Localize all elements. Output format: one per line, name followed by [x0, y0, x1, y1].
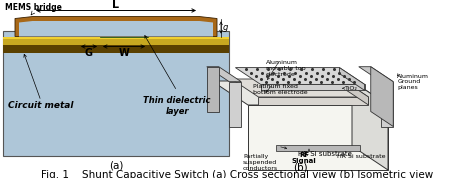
Text: L: L [112, 0, 119, 9]
Text: RF
Signal: RF Signal [292, 152, 316, 164]
Text: (a): (a) [109, 161, 123, 171]
Text: W: W [118, 48, 129, 59]
Polygon shape [339, 68, 365, 90]
Text: Thin dielectric
layer: Thin dielectric layer [143, 96, 211, 116]
Polygon shape [231, 79, 368, 97]
Text: TiO₂: TiO₂ [345, 86, 358, 91]
Polygon shape [229, 82, 241, 127]
Bar [100, 35, 148, 36]
Polygon shape [33, 17, 199, 20]
Text: MEMS bridge: MEMS bridge [5, 4, 62, 12]
Text: Partially
suspended
conductors: Partially suspended conductors [243, 154, 278, 171]
Polygon shape [207, 67, 241, 82]
Polygon shape [341, 79, 368, 105]
Polygon shape [381, 82, 393, 127]
Polygon shape [261, 84, 365, 90]
Text: Fig. 1    Shunt Capacitive Switch (a) Cross sectional view (b) Isometric view: Fig. 1 Shunt Capacitive Switch (a) Cross… [41, 170, 433, 178]
Polygon shape [19, 20, 213, 36]
Polygon shape [371, 67, 393, 127]
Polygon shape [15, 17, 217, 36]
Text: Circuit metal: Circuit metal [8, 101, 74, 111]
Text: HR Si substrate: HR Si substrate [337, 155, 385, 159]
Polygon shape [258, 97, 368, 105]
Polygon shape [207, 67, 219, 111]
Text: (b): (b) [292, 162, 307, 172]
Polygon shape [359, 67, 393, 82]
Polygon shape [248, 105, 388, 170]
Bar [3, 31, 229, 156]
Polygon shape [212, 81, 388, 105]
Bar [3, 45, 229, 53]
Text: Platinum fixed
bottom electrode: Platinum fixed bottom electrode [253, 84, 308, 95]
Polygon shape [352, 81, 388, 170]
Bar [100, 30, 148, 36]
Polygon shape [236, 68, 365, 84]
Text: HR Si substrate: HR Si substrate [298, 151, 352, 157]
Text: G: G [85, 48, 93, 59]
Text: Aluminum
movable top
electrode: Aluminum movable top electrode [266, 60, 306, 77]
Text: Aluminum
Ground
planes: Aluminum Ground planes [397, 74, 429, 90]
Bar [3, 36, 229, 39]
Text: g: g [223, 23, 228, 32]
Bar [100, 28, 148, 30]
Bar [3, 39, 229, 45]
Polygon shape [276, 145, 360, 151]
